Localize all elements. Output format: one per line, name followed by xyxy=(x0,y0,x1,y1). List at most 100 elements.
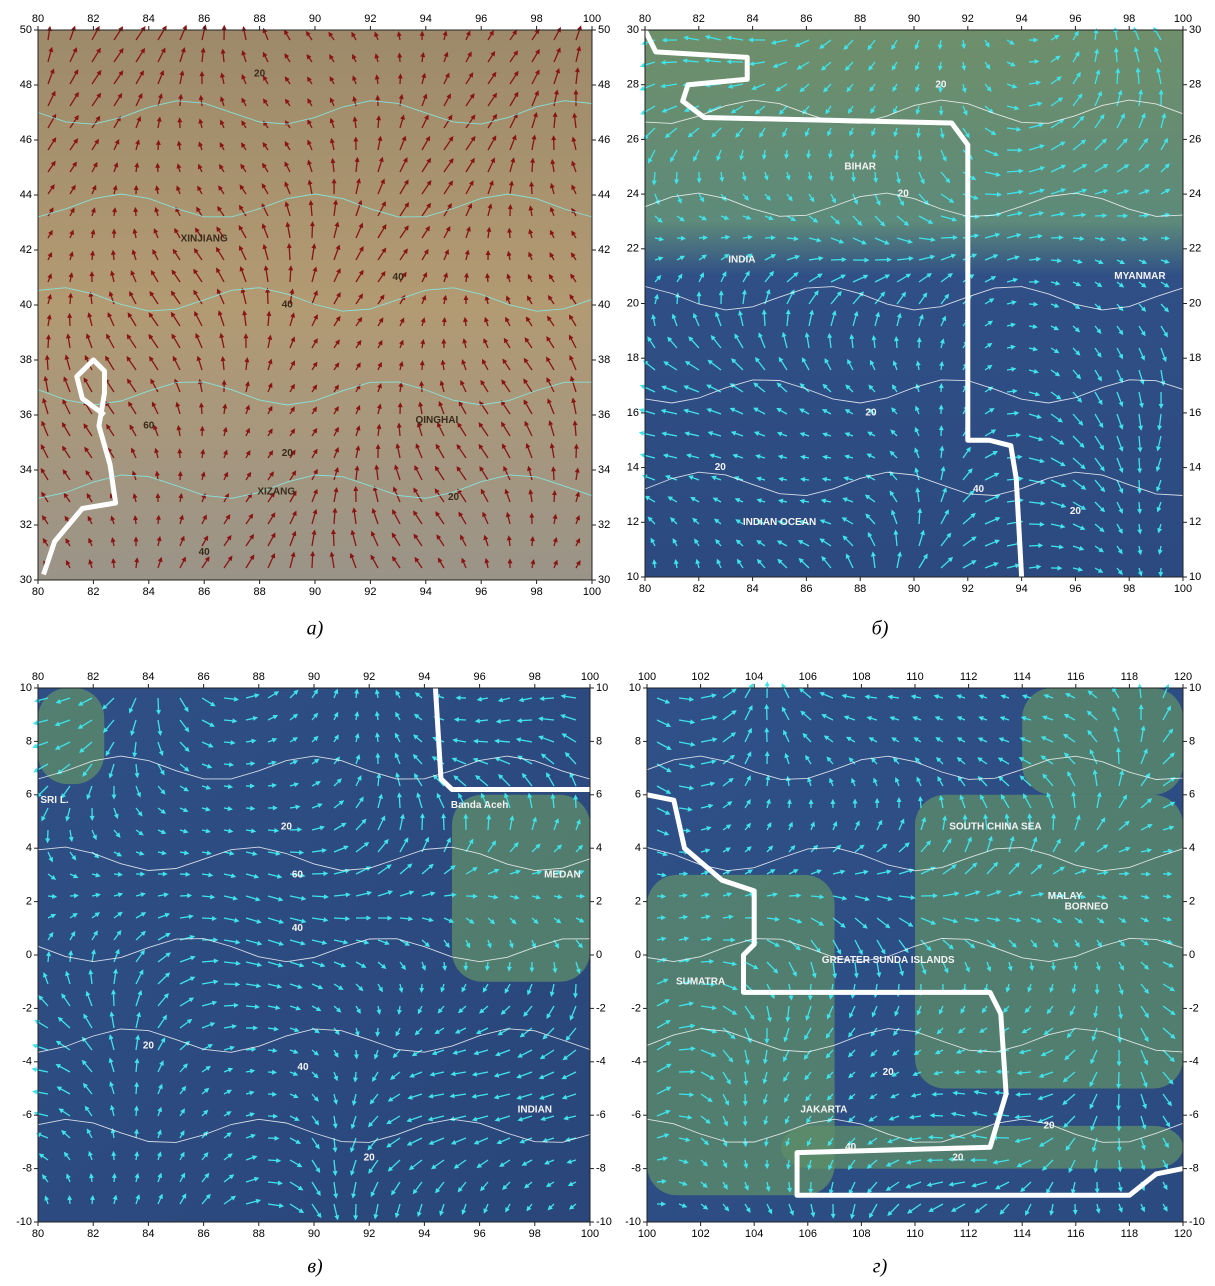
y-tick-label: 22 xyxy=(1189,243,1201,255)
y-tick-label: 30 xyxy=(20,574,32,586)
y-tick-label: 10 xyxy=(627,571,639,583)
y-tick-label: 8 xyxy=(596,735,602,747)
y-tick-label: 44 xyxy=(20,189,32,201)
x-tick-label: 98 xyxy=(530,13,542,25)
x-tick-label: 84 xyxy=(746,583,758,595)
y-tick-label: -10 xyxy=(596,1216,612,1228)
y-tick-label: 40 xyxy=(598,299,610,311)
x-tick-label: 90 xyxy=(308,1228,320,1240)
wind-arrowhead xyxy=(33,720,38,725)
x-tick-label: 84 xyxy=(746,13,758,25)
x-tick-label: 82 xyxy=(87,13,99,25)
y-tick-label: 20 xyxy=(1189,297,1201,309)
x-tick-label: 88 xyxy=(253,586,265,598)
y-tick-label: 34 xyxy=(598,464,610,476)
x-tick-label: 86 xyxy=(800,13,812,25)
y-tick-label: 46 xyxy=(20,134,32,146)
map-label: 20 xyxy=(935,79,947,90)
wind-vector xyxy=(443,816,444,830)
x-tick-label: 84 xyxy=(143,13,155,25)
x-tick-label: 86 xyxy=(197,1228,209,1240)
y-tick-label: 14 xyxy=(1189,462,1201,474)
x-tick-label: 82 xyxy=(87,586,99,598)
x-tick-label: 82 xyxy=(693,583,705,595)
x-tick-label: 86 xyxy=(800,583,812,595)
y-tick-label: -8 xyxy=(596,1163,606,1175)
panel-caption: б) xyxy=(872,618,889,640)
x-tick-label: 88 xyxy=(253,671,265,683)
y-tick-label: 38 xyxy=(20,354,32,366)
x-tick-label: 82 xyxy=(693,13,705,25)
map-label: MEDAN xyxy=(544,870,581,881)
map-panel: SRI L.Banda AcehMEDANINDIAN2040602040208… xyxy=(16,671,612,1278)
wind-arrowhead xyxy=(222,25,227,30)
x-tick-label: 92 xyxy=(364,586,376,598)
wind-arrowhead xyxy=(639,431,644,436)
y-tick-label: 18 xyxy=(627,352,639,364)
y-tick-label: 42 xyxy=(598,244,610,256)
y-tick-label: 12 xyxy=(627,516,639,528)
x-tick-label: 88 xyxy=(253,13,265,25)
map-label: 20 xyxy=(143,1040,155,1051)
y-tick-label: 24 xyxy=(627,188,639,200)
map-label: 20 xyxy=(254,69,266,80)
y-tick-label: 44 xyxy=(598,189,610,201)
x-tick-label: 92 xyxy=(363,671,375,683)
y-tick-label: 2 xyxy=(26,896,32,908)
x-tick-label: 94 xyxy=(420,13,432,25)
y-tick-label: 28 xyxy=(1189,79,1201,91)
y-tick-label: 20 xyxy=(627,297,639,309)
wind-vector xyxy=(764,312,765,326)
y-tick-label: 26 xyxy=(1189,133,1201,145)
x-tick-label: 92 xyxy=(962,583,974,595)
wind-vector xyxy=(333,532,334,546)
figure: XINJIANGQINGHAIXIZANG2040602040204080808… xyxy=(0,0,1215,1281)
map-label: 20 xyxy=(715,462,727,473)
y-tick-label: -8 xyxy=(22,1163,32,1175)
wind-vector xyxy=(289,246,290,260)
y-tick-label: 0 xyxy=(26,949,32,961)
wind-arrowhead xyxy=(765,681,770,686)
x-tick-label: 98 xyxy=(529,671,541,683)
y-tick-label: 10 xyxy=(20,682,32,694)
map-label: MYANMAR xyxy=(1114,271,1166,282)
x-tick-label: 94 xyxy=(418,1228,430,1240)
y-tick-label: 10 xyxy=(596,682,608,694)
x-tick-label: 86 xyxy=(197,671,209,683)
x-tick-label: 96 xyxy=(475,586,487,598)
y-tick-label: 50 xyxy=(20,24,32,36)
map-label: 20 xyxy=(281,821,293,832)
wind-vector xyxy=(312,554,313,568)
map-label: SRI L. xyxy=(40,795,69,806)
y-tick-label: 26 xyxy=(627,133,639,145)
map-panel: INDIAMYANMARBIHARINDIAN OCEAN20204020202… xyxy=(627,13,1202,640)
y-tick-label: -2 xyxy=(22,1002,32,1014)
x-tick-label: 86 xyxy=(198,13,210,25)
map-label: 20 xyxy=(898,189,910,200)
y-tick-label: 30 xyxy=(627,24,639,36)
x-tick-label: 82 xyxy=(87,671,99,683)
y-tick-label: -10 xyxy=(16,1216,32,1228)
x-tick-label: 90 xyxy=(908,13,920,25)
y-tick-label: 6 xyxy=(596,789,602,801)
map-label: Banda Aceh xyxy=(451,800,508,811)
y-tick-label: 14 xyxy=(627,462,639,474)
map-label: 20 xyxy=(282,448,294,459)
x-tick-label: 96 xyxy=(1069,583,1081,595)
map-label: 40 xyxy=(199,547,211,558)
y-tick-label: 8 xyxy=(26,735,32,747)
y-tick-label: 6 xyxy=(26,789,32,801)
y-tick-label: -4 xyxy=(596,1056,606,1068)
map-label: INDIA xyxy=(728,254,755,265)
wind-vector xyxy=(1118,1094,1119,1108)
y-tick-label: 38 xyxy=(598,354,610,366)
map-label: 40 xyxy=(292,923,304,934)
x-tick-label: 80 xyxy=(32,13,44,25)
y-tick-label: 48 xyxy=(598,79,610,91)
x-tick-label: 92 xyxy=(364,13,376,25)
wind-vector xyxy=(113,992,114,1006)
y-tick-label: 4 xyxy=(26,842,32,854)
wind-vector xyxy=(312,896,326,897)
wind-vector xyxy=(664,62,677,63)
x-tick-label: 90 xyxy=(908,583,920,595)
